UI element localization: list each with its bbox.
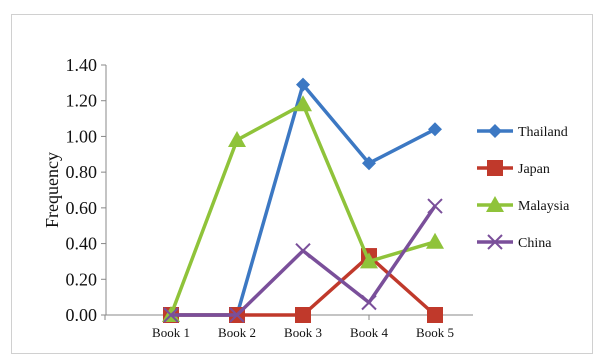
data-point-china [163, 307, 179, 323]
y-axis-title: Frequency [42, 152, 62, 228]
x-tick-label: Book 5 [416, 325, 454, 340]
legend-item-thailand: Thailand [477, 124, 568, 140]
y-tick-label: 0.00 [66, 305, 98, 325]
data-point-malaysia [228, 131, 246, 147]
data-point-china [427, 198, 443, 214]
x-tick-label: Book 1 [152, 325, 190, 340]
legend-marker-china [487, 234, 503, 250]
y-tick-label: 1.00 [66, 126, 98, 146]
data-point-china [361, 294, 377, 311]
series-line-malaysia [169, 102, 436, 316]
legend: Thailand Japan Malaysia China [477, 124, 570, 251]
legend-item-japan: Japan [477, 160, 550, 177]
y-tick-label: 0.40 [66, 234, 98, 254]
x-tick-label: Book 2 [218, 325, 256, 340]
series-china [163, 198, 443, 323]
y-tick-label: 0.80 [66, 162, 98, 182]
legend-marker-malaysia [486, 196, 504, 212]
data-point-china [295, 243, 311, 259]
legend-label-japan: Japan [518, 162, 550, 177]
data-point-thailand [362, 156, 376, 171]
legend-marker-thailand [488, 124, 502, 138]
data-point-malaysia [426, 232, 444, 249]
y-tick-label: 1.40 [66, 55, 98, 75]
data-point-china [229, 307, 245, 323]
data-point-japan [427, 307, 443, 323]
data-point-thailand [296, 77, 310, 92]
legend-label-thailand: Thailand [518, 125, 568, 140]
series-layer [162, 77, 444, 323]
y-tick-label: 1.20 [66, 91, 98, 111]
legend-label-malaysia: Malaysia [518, 199, 570, 214]
series-malaysia [162, 95, 444, 322]
legend-marker-japan [487, 160, 503, 176]
legend-label-china: China [518, 236, 552, 251]
legend-item-china: China [477, 234, 552, 251]
data-point-japan [295, 307, 311, 323]
data-point-malaysia [294, 95, 312, 112]
legend-item-malaysia: Malaysia [477, 196, 570, 214]
y-tick-label: 0.20 [66, 269, 98, 289]
x-tick-label: Book 3 [284, 325, 322, 340]
x-tick-label: Book 4 [350, 325, 388, 340]
chart-frame [11, 14, 593, 354]
y-axis: 0.00 0.20 0.40 0.60 0.80 1.00 1.20 1.40 [66, 55, 107, 325]
data-point-malaysia [360, 252, 378, 269]
series-japan [163, 248, 443, 323]
x-axis: Book 1 Book 2 Book 3 Book 4 Book 5 [104, 314, 473, 340]
data-point-thailand [428, 122, 442, 137]
y-tick-label: 0.60 [66, 198, 98, 218]
series-line-china [171, 205, 437, 317]
